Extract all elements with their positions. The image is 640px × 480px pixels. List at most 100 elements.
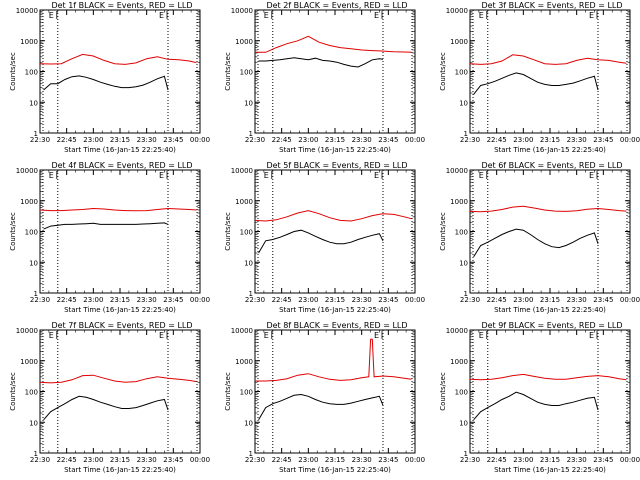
x-axis-label: Start Time (16-Jan-15 22:25:40) — [494, 146, 606, 154]
x-axis-label: Start Time (16-Jan-15 22:25:40) — [64, 306, 176, 314]
series-line-events — [473, 391, 599, 421]
plot-frame — [39, 329, 201, 454]
x-tick-label: 23:30 — [567, 296, 587, 304]
x-tick-label: 22:30 — [245, 296, 265, 304]
time-marker-label: E — [49, 331, 54, 340]
x-tick-label: 22:45 — [487, 136, 507, 144]
time-marker-label: E — [264, 331, 269, 340]
y-tick-label: 10000 — [446, 167, 468, 175]
chart-panel-8: Det 8f BLACK = Events, RED = LLD 1 10 100 10… — [224, 321, 425, 474]
x-tick-label: 22:30 — [245, 456, 265, 464]
x-tick-label: 23:45 — [378, 296, 398, 304]
y-tick-label: 1 — [249, 450, 253, 458]
time-marker-label: E — [589, 171, 594, 180]
x-tick-label: 23:00 — [298, 456, 318, 464]
x-tick-label: 22:45 — [487, 296, 507, 304]
chart-title: Det 9f BLACK = Events, RED = LLD — [481, 321, 622, 330]
series-line-events — [43, 75, 169, 91]
y-tick-label: 10000 — [446, 7, 468, 15]
chart-title: Det 8f BLACK = Events, RED = LLD — [266, 321, 407, 330]
time-marker-label: E — [589, 331, 594, 340]
y-tick-label: 1000 — [20, 198, 38, 206]
x-tick-label: 22:30 — [245, 136, 265, 144]
chart-title: Det 5f BLACK = Events, RED = LLD — [266, 161, 407, 170]
plot-frame — [254, 169, 416, 294]
x-axis-label: Start Time (16-Jan-15 22:25:40) — [279, 146, 391, 154]
x-tick-label: 22:30 — [30, 296, 50, 304]
series-line-lld — [469, 373, 627, 381]
x-tick-label: 23:15 — [540, 136, 560, 144]
chart-panel-5: Det 5f BLACK = Events, RED = LLD 1 10 100 10… — [224, 161, 425, 314]
y-tick-label: 100 — [455, 69, 468, 77]
y-tick-label: 10000 — [446, 327, 468, 335]
chart-panel-6: Det 6f BLACK = Events, RED = LLD 1 10 100 10… — [439, 161, 640, 314]
x-tick-label: 22:30 — [460, 296, 480, 304]
y-tick-label: 100 — [240, 69, 253, 77]
y-tick-label: 100 — [25, 229, 38, 237]
y-axis-label: Counts/sec — [224, 212, 232, 251]
y-axis-label: Counts/sec — [9, 212, 17, 251]
chart-title: Det 3f BLACK = Events, RED = LLD — [481, 1, 622, 10]
y-tick-label: 10000 — [231, 167, 253, 175]
x-tick-label: 23:45 — [378, 136, 398, 144]
x-tick-label: 23:15 — [110, 136, 130, 144]
plot-frame — [469, 169, 631, 294]
chart-panel-9: Det 9f BLACK = Events, RED = LLD 1 10 100 10… — [439, 321, 640, 474]
time-marker-label: E — [264, 171, 269, 180]
y-tick-label: 100 — [455, 229, 468, 237]
x-tick-label: 23:15 — [325, 456, 345, 464]
x-tick-label: 22:30 — [30, 456, 50, 464]
x-tick-label: 22:45 — [487, 456, 507, 464]
chart-panel-3: Det 3f BLACK = Events, RED = LLD 1 10 100 10… — [439, 1, 640, 154]
x-tick-label: 23:00 — [513, 296, 533, 304]
series-line-events — [43, 222, 169, 230]
chart-panel-4: Det 4f BLACK = Events, RED = LLD 1 10 100 10… — [9, 161, 210, 314]
x-tick-label: 23:15 — [110, 456, 130, 464]
x-tick-label: 23:30 — [567, 456, 587, 464]
y-tick-label: 10 — [244, 259, 253, 267]
plot-frame — [469, 9, 631, 134]
x-tick-label: 23:30 — [137, 136, 157, 144]
x-tick-label: 23:15 — [325, 296, 345, 304]
x-tick-label: 23:30 — [352, 136, 372, 144]
series-line-events — [258, 393, 384, 421]
x-tick-label: 22:45 — [57, 136, 77, 144]
time-marker-label: E — [159, 11, 164, 20]
x-tick-label: 22:45 — [272, 136, 292, 144]
x-axis-label: Start Time (16-Jan-15 22:25:40) — [64, 466, 176, 474]
y-tick-label: 1 — [34, 450, 38, 458]
x-tick-label: 22:45 — [272, 456, 292, 464]
y-tick-label: 10 — [244, 419, 253, 427]
chart-title: Det 2f BLACK = Events, RED = LLD — [266, 1, 407, 10]
y-axis-label: Counts/sec — [439, 52, 447, 91]
x-tick-label: 23:45 — [163, 456, 183, 464]
series-line-lld — [254, 210, 412, 222]
time-marker-label: E — [479, 11, 484, 20]
y-tick-label: 10000 — [231, 327, 253, 335]
x-tick-label: 23:30 — [567, 136, 587, 144]
x-axis-label: Start Time (16-Jan-15 22:25:40) — [494, 306, 606, 314]
x-axis-label: Start Time (16-Jan-15 22:25:40) — [494, 466, 606, 474]
y-tick-label: 10000 — [16, 7, 38, 15]
x-tick-label: 23:45 — [378, 456, 398, 464]
plot-frame — [39, 9, 201, 134]
x-tick-label: 23:00 — [298, 296, 318, 304]
y-axis-label: Counts/sec — [224, 372, 232, 411]
chart-title: Det 7f BLACK = Events, RED = LLD — [51, 321, 192, 330]
chart-title: Det 6f BLACK = Events, RED = LLD — [481, 161, 622, 170]
y-axis-label: Counts/sec — [9, 52, 17, 91]
y-tick-label: 10 — [459, 259, 468, 267]
chart-panel-7: Det 7f BLACK = Events, RED = LLD 1 10 100 10… — [9, 321, 210, 474]
x-tick-label: 23:45 — [163, 296, 183, 304]
series-line-events — [258, 57, 384, 68]
x-tick-label: 23:45 — [593, 296, 613, 304]
plot-frame — [39, 169, 201, 294]
time-marker-label: E — [49, 171, 54, 180]
y-tick-label: 100 — [455, 389, 468, 397]
x-tick-label: 23:15 — [110, 296, 130, 304]
y-tick-label: 1 — [249, 290, 253, 298]
x-tick-label: 00:00 — [620, 296, 640, 304]
x-tick-label: 22:45 — [57, 456, 77, 464]
y-tick-label: 10 — [459, 99, 468, 107]
